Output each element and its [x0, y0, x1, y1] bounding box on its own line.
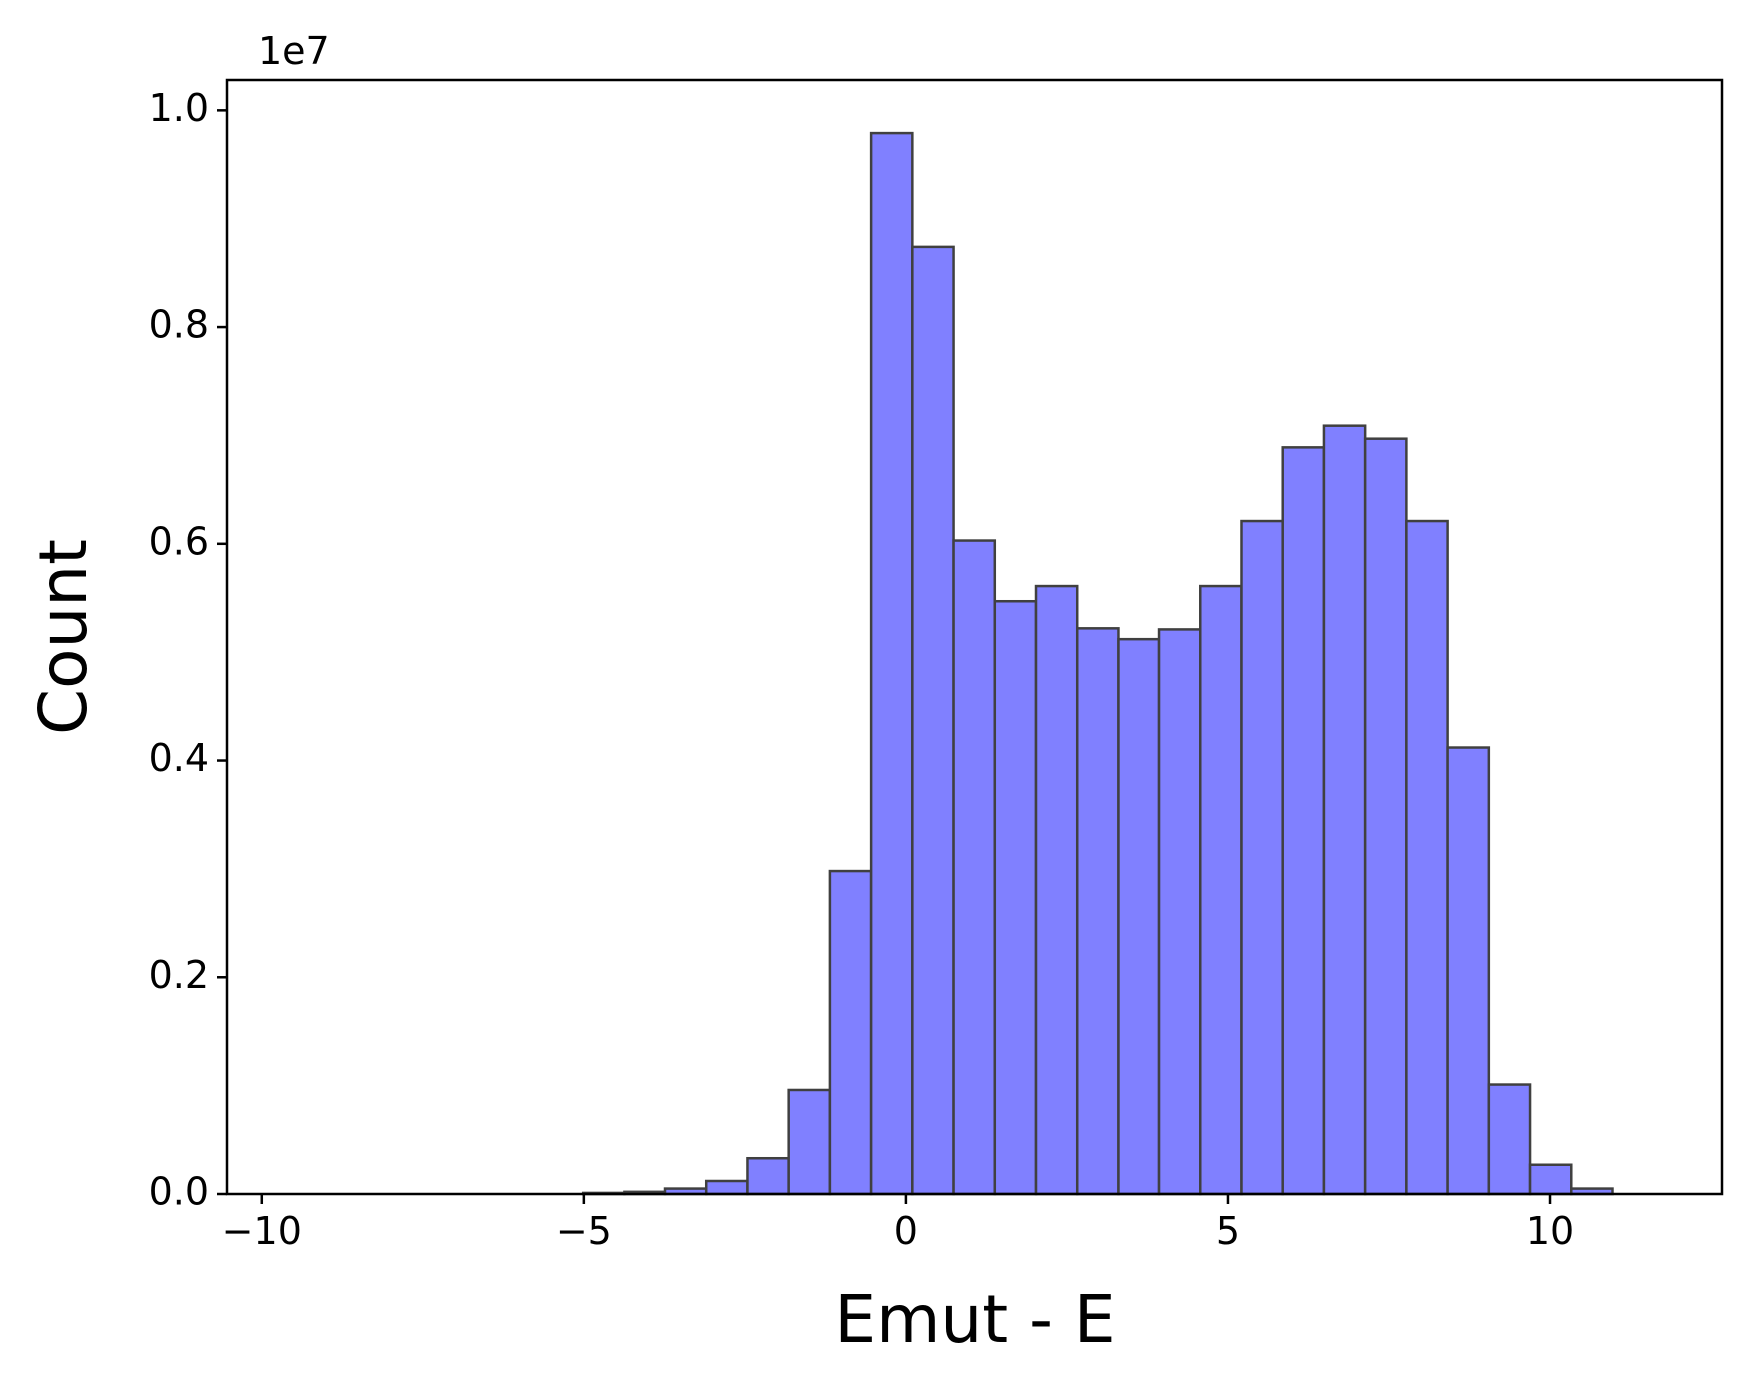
y-tick-label: 0.6	[149, 519, 209, 563]
y-tick-label: 0.2	[149, 953, 209, 997]
bar	[746, 1156, 790, 1196]
bar	[1281, 446, 1326, 1196]
y-tick-label: 0.0	[149, 1170, 209, 1214]
bar	[828, 869, 873, 1196]
bar	[1487, 1083, 1532, 1196]
bar	[1322, 424, 1367, 1196]
x-axis-label: Emut - E	[834, 1281, 1115, 1358]
x-tick-label: −10	[222, 1209, 302, 1253]
x-tick-label: −5	[556, 1209, 612, 1253]
y-offset-label: 1e7	[258, 29, 330, 73]
bar	[1446, 746, 1491, 1196]
x-tick-label: 10	[1526, 1209, 1574, 1253]
bar	[1075, 627, 1120, 1196]
bar	[1157, 628, 1202, 1196]
bar	[1199, 584, 1243, 1196]
x-tick-label: 5	[1216, 1209, 1240, 1253]
bar	[993, 599, 1038, 1196]
bar	[1240, 519, 1284, 1196]
bar	[787, 1088, 832, 1196]
bar	[1034, 584, 1079, 1196]
bar	[1363, 437, 1408, 1196]
y-tick-label: 0.8	[149, 303, 209, 347]
x-tick-label: 0	[894, 1209, 918, 1253]
bar	[704, 1179, 749, 1196]
y-axis-label: Count	[25, 539, 102, 735]
bar	[869, 131, 914, 1196]
plot-frame	[225, 78, 1724, 1196]
bar	[1117, 637, 1161, 1196]
bar	[1528, 1163, 1573, 1196]
bar	[952, 539, 997, 1196]
y-tick-label: 0.4	[149, 736, 209, 780]
y-tick-label: 1.0	[149, 86, 209, 130]
bar	[1405, 519, 1449, 1196]
bar	[911, 245, 955, 1196]
